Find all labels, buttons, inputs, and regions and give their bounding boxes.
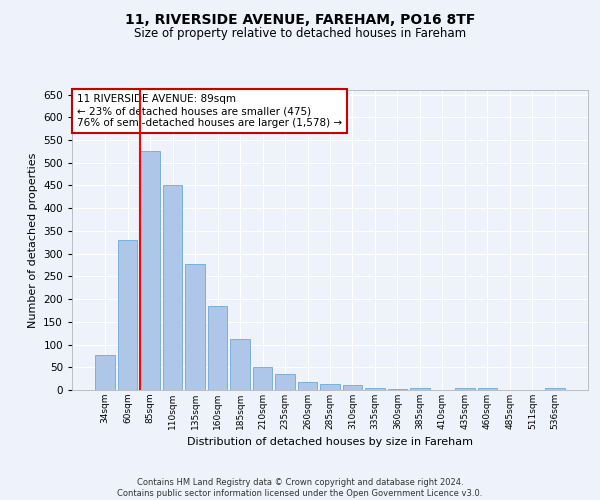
Bar (410, 388, 430, 390)
Bar (230, 338, 250, 390)
Bar (298, 382, 317, 390)
Bar (118, 240, 137, 390)
Y-axis label: Number of detached properties: Number of detached properties (28, 152, 38, 328)
Bar (163, 186, 182, 390)
Bar (478, 388, 497, 390)
Bar (275, 374, 295, 390)
Bar (140, 152, 160, 390)
Bar (253, 368, 272, 390)
Bar (343, 386, 362, 390)
Text: 11, RIVERSIDE AVENUE, FAREHAM, PO16 8TF: 11, RIVERSIDE AVENUE, FAREHAM, PO16 8TF (125, 12, 475, 26)
Bar (208, 306, 227, 390)
Bar (320, 384, 340, 390)
Bar (545, 388, 565, 390)
Bar (95, 356, 115, 390)
Text: Size of property relative to detached houses in Fareham: Size of property relative to detached ho… (134, 28, 466, 40)
Bar (365, 388, 385, 390)
Text: 11 RIVERSIDE AVENUE: 89sqm
← 23% of detached houses are smaller (475)
76% of sem: 11 RIVERSIDE AVENUE: 89sqm ← 23% of deta… (77, 94, 342, 128)
X-axis label: Distribution of detached houses by size in Fareham: Distribution of detached houses by size … (187, 438, 473, 448)
Bar (388, 388, 407, 390)
Bar (185, 264, 205, 390)
Bar (455, 388, 475, 390)
Text: Contains HM Land Registry data © Crown copyright and database right 2024.
Contai: Contains HM Land Registry data © Crown c… (118, 478, 482, 498)
